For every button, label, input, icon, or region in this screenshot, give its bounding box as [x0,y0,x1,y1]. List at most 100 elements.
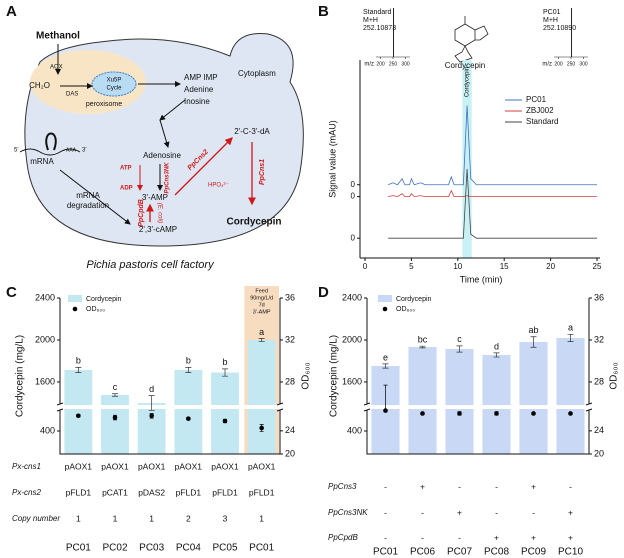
y-tick-label: 400 [40,425,55,435]
table-cell: - [532,507,535,517]
point [568,411,573,416]
table-cell: - [458,481,461,491]
break-mark [276,402,284,412]
point [76,413,81,419]
y-axis-label: Signal value (mAU) [327,120,337,198]
label: AMP IMP [184,73,218,82]
table-cell: pFLD1 [66,487,92,497]
y2-tick-label: 36 [285,292,295,302]
break-mark [363,402,371,412]
error-bar [567,333,574,343]
x-tick-label: 25 [593,262,602,271]
panel-label: D [318,284,329,301]
label: ADP [120,186,133,192]
table-cell: pFLD1 [212,487,238,497]
x-tick-label: 300 [579,61,588,67]
ring [454,45,473,63]
significance-letter: c [457,334,462,344]
y-tick-label: 400 [347,425,362,435]
peroxisome [30,50,146,114]
table-cell: + [568,532,573,542]
label: ATP [120,166,132,172]
label: 3' [82,148,86,154]
label: 5' [14,148,18,154]
point [149,413,154,419]
table-cell: - [495,507,498,517]
bar [101,394,129,454]
label: 3'-AMP [142,193,168,202]
significance-letter: d [494,341,499,351]
label: 2'-C-3'-dA [234,127,270,136]
legend-swatch [382,306,388,312]
significance-letter: e [383,352,388,362]
bar [137,402,166,454]
table-cell: pCAT1 [102,487,128,497]
table-cell: pFLD1 [249,487,275,497]
inset-annotation: M+H [363,17,378,24]
arrow [159,119,170,148]
highlight-band [462,60,472,258]
annotation: 7d [259,302,265,308]
y2-axis-label: OD₆₀₀ [301,362,312,389]
x-tick-label: PC01 [373,547,398,558]
x-tick-label: 250 [389,61,398,67]
y2-tick-label: 24 [594,425,604,435]
row-label: PpCpdB [328,533,358,542]
table-cell: - [421,532,424,542]
table-cell: pAOX1 [175,461,203,471]
y-tick-label: 2400 [35,292,55,302]
error-bar [75,367,82,373]
row-label: Px-cns1 [12,462,41,471]
y-tick-label: 0 [351,233,356,242]
table-cell: pFLD1 [176,487,202,497]
xu5p-cycle [91,71,137,97]
y2-tick-label: 20 [594,448,604,458]
table-cell: + [420,481,425,491]
error-bar [258,338,265,342]
label: Xu5P [107,78,122,84]
x-tick-label: PC08 [484,547,509,558]
table-cell: pAOX1 [248,461,276,471]
x-tick-label: PC10 [558,547,583,558]
x-tick-label: 10 [453,262,462,271]
table-cell: 3 [223,513,228,523]
row-label: PpCns3NK [328,508,368,517]
point [494,411,499,416]
legend-swatch [72,306,78,312]
x-tick-label: PC01 [66,543,91,554]
point [186,416,191,421]
row-label: PpCns3 [328,482,357,491]
label: Cycle [106,86,122,92]
label: mRNA [76,191,100,200]
error-bar [112,393,118,397]
label: Methanol [36,31,80,42]
label: CH₂O [29,81,50,90]
table-cell: 2 [186,513,191,523]
table-cell: pAOX1 [65,461,93,471]
table-cell: + [568,507,573,517]
legend-label: OD₆₀₀ [86,306,105,313]
table-cell: - [384,507,387,517]
error-bar [456,345,463,353]
axis [59,298,281,455]
table-cell: 1 [149,513,154,523]
series-line [388,105,597,186]
label: PpCpdB [138,199,145,227]
point [531,411,536,416]
table-cell: pAOX1 [101,461,129,471]
annotation: 3'-AMP [253,309,271,315]
label: DAS [66,92,78,98]
label: AAA [66,147,77,153]
table-cell: 1 [76,513,81,523]
table-cell: + [494,532,499,542]
bar [174,369,203,454]
label: Adenosine [143,151,181,160]
bar [482,354,511,454]
x-tick-label: 250 [567,61,576,67]
y2-tick-label: 36 [594,292,604,302]
x-tick-label: PC04 [176,543,201,554]
y-tick-label: 2400 [342,292,362,302]
series-line [388,189,597,198]
label: HPO₄²⁻ [208,183,229,189]
